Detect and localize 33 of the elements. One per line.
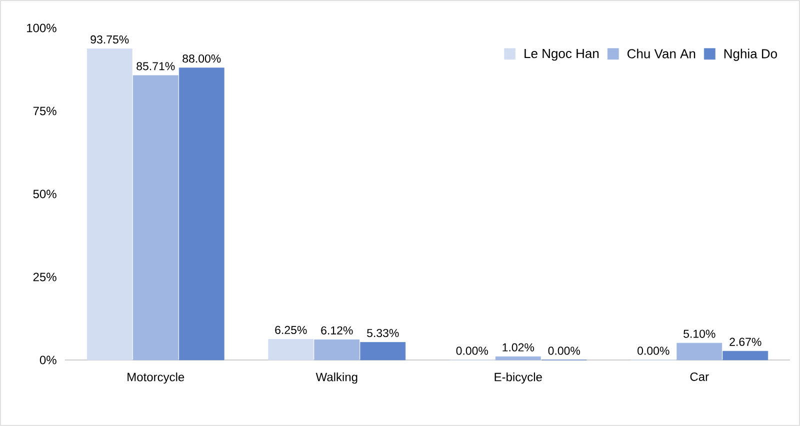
bar — [676, 342, 722, 360]
data-label: 6.25% — [275, 326, 307, 334]
bar — [268, 339, 314, 360]
bar — [360, 342, 406, 360]
bar — [495, 356, 541, 360]
data-label: 1.02% — [502, 343, 534, 352]
data-label: 6.12% — [321, 326, 353, 334]
bar — [178, 68, 224, 360]
data-label: 85.71% — [136, 62, 175, 70]
bar — [314, 339, 360, 360]
x-tick-label: Walking — [316, 372, 358, 384]
y-tick-label: 0% — [40, 356, 56, 364]
y-tick-label: 75% — [33, 106, 56, 116]
data-label: 0.00% — [638, 346, 670, 355]
legend-label: Le Ngoc Han — [524, 49, 599, 61]
data-label: 93.75% — [90, 35, 129, 44]
data-label: 0.00% — [548, 346, 580, 355]
y-tick-label: 25% — [33, 272, 56, 282]
y-tick-label: 50% — [33, 190, 56, 198]
legend-label: Nghia Do — [724, 48, 777, 61]
x-tick-label: Car — [690, 372, 709, 381]
data-label: 5.33% — [367, 328, 399, 338]
data-label: 2.67% — [730, 338, 762, 346]
data-label: 0.00% — [456, 346, 488, 355]
x-tick-label: E-bicycle — [494, 372, 542, 384]
bar — [722, 350, 768, 360]
y-tick-label: 100% — [27, 24, 56, 32]
data-label: 88.00% — [182, 54, 221, 63]
data-label: 5.10% — [684, 330, 716, 338]
bar — [132, 75, 178, 360]
x-tick-label: Motorcycle — [128, 372, 184, 384]
legend-label: Chu Van An — [627, 48, 696, 58]
bar — [86, 48, 132, 360]
